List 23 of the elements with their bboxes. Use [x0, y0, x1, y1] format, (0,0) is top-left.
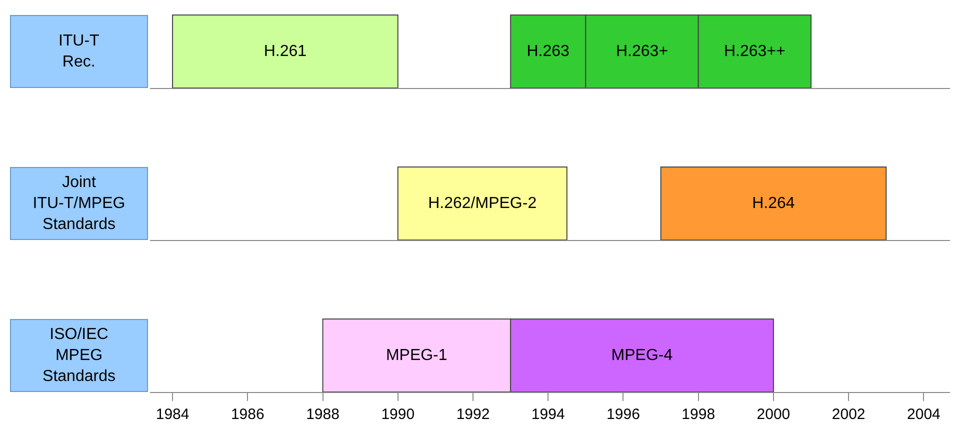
bar [172, 14, 398, 88]
x-tick-label: 1984 [156, 406, 190, 423]
x-tick-label: 1986 [230, 406, 264, 423]
x-tick-label: 1992 [456, 406, 490, 423]
x-tick-label: 2002 [832, 406, 866, 423]
x-tick-label: 1990 [381, 406, 415, 423]
x-tick-label: 1988 [306, 406, 340, 423]
series-label: H.263 [526, 43, 570, 60]
y-tick-label: Joint ITU-T/MPEG Standards [32, 174, 126, 233]
series-label: MPEG-1 [386, 347, 448, 364]
y-tick-label: ISO/IEC MPEG Standards [42, 326, 116, 385]
x-tick-label: 1996 [606, 406, 640, 423]
series-label: H.261 [264, 43, 307, 60]
series-label: H.262/MPEG-2 [428, 195, 537, 212]
x-tick-label: 1998 [682, 406, 716, 423]
x-tick-label: 1994 [531, 406, 565, 423]
x-tick-label: 2004 [907, 406, 940, 423]
x-tick-label: 2000 [756, 406, 790, 423]
series-label: H.263++ [724, 43, 786, 60]
series-label: MPEG-4 [611, 347, 673, 364]
y-tick-label: ITU-T Rec. [58, 32, 100, 70]
series-label: H.264 [752, 195, 795, 212]
series-label: H.263+ [616, 43, 668, 60]
